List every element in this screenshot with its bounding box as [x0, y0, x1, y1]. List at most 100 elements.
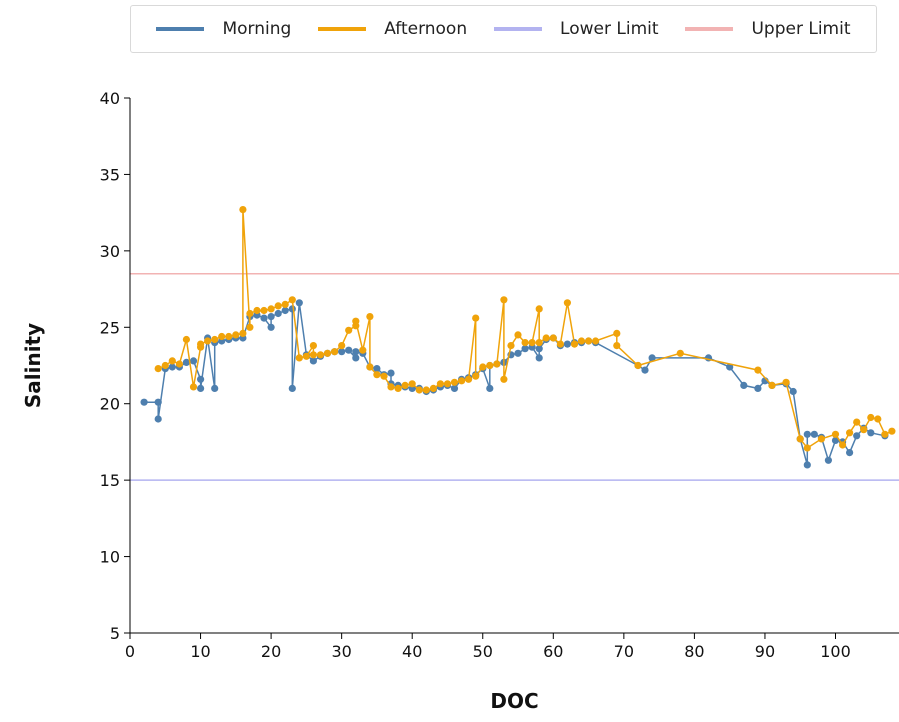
y-tick-label-10: 10	[100, 548, 120, 567]
data-point-afternoon-10	[218, 332, 226, 341]
data-point-afternoon-51	[472, 314, 480, 322]
x-tick-label-80: 80	[684, 642, 704, 661]
legend-item-lower-limit[interactable]: Lower Limit	[494, 19, 659, 39]
data-point-afternoon-12	[232, 331, 240, 339]
data-point-morning-83	[789, 387, 797, 396]
data-point-afternoon-11	[225, 332, 233, 341]
data-point-afternoon-9	[211, 335, 219, 344]
data-point-morning-38	[373, 365, 381, 373]
x-tick-label-50: 50	[473, 642, 493, 661]
data-point-morning-7	[189, 357, 198, 365]
data-point-morning-4	[168, 363, 176, 371]
data-point-afternoon-66	[556, 340, 565, 348]
data-point-afternoon-61	[528, 339, 536, 347]
x-tick-label-100: 100	[820, 642, 851, 661]
data-point-morning-28	[309, 357, 317, 365]
legend-swatch-upper-limit	[685, 27, 734, 31]
data-point-morning-87	[810, 430, 818, 438]
data-point-morning-8	[197, 375, 205, 383]
x-tick-label-40: 40	[402, 642, 422, 661]
data-point-afternoon-17	[253, 306, 261, 315]
legend-label-morning: Morning	[222, 19, 292, 39]
legend-item-upper-limit[interactable]: Upper Limit	[685, 19, 851, 39]
data-point-afternoon-71	[592, 337, 600, 345]
data-point-afternoon-81	[817, 435, 826, 443]
legend-item-afternoon[interactable]: Afternoon	[318, 19, 467, 39]
data-point-afternoon-33	[352, 317, 360, 325]
data-point-afternoon-84	[846, 429, 854, 437]
data-point-afternoon-50	[465, 375, 473, 383]
y-axis-title: Salinity	[21, 323, 45, 408]
data-point-afternoon-0	[154, 365, 162, 373]
data-point-afternoon-19	[267, 305, 275, 313]
data-point-morning-93	[853, 432, 861, 440]
data-point-afternoon-69	[577, 337, 586, 345]
y-tick-label-15: 15	[100, 471, 120, 490]
y-tick-label-20: 20	[100, 395, 120, 414]
axes: 5 10 15 20 25 30 35 40 0 10 20 30 40 50 60 70 80 90 100	[100, 89, 899, 661]
data-point-afternoon-62	[535, 305, 543, 313]
data-point-morning-20	[267, 323, 275, 331]
data-point-morning-19	[260, 314, 268, 322]
data-point-afternoon-13	[239, 329, 247, 337]
x-tick-label-20: 20	[261, 642, 281, 661]
data-point-afternoon-54	[486, 361, 494, 370]
data-point-afternoon-90	[888, 427, 896, 435]
data-point-afternoon-14	[239, 206, 247, 214]
legend-item-morning[interactable]: Morning	[156, 19, 291, 39]
data-point-afternoon-85	[853, 418, 861, 426]
data-point-afternoon-23	[295, 354, 303, 362]
legend-label-upper-limit: Upper Limit	[751, 19, 851, 39]
x-tick-label-60: 60	[543, 642, 563, 661]
data-point-afternoon-74	[634, 361, 642, 370]
data-point-afternoon-21	[281, 300, 289, 308]
data-point-afternoon-31	[345, 326, 353, 334]
data-point-afternoon-4	[182, 335, 190, 344]
series-layer	[140, 206, 896, 469]
data-point-morning-60	[514, 349, 522, 357]
legend-swatch-morning	[156, 27, 205, 31]
data-point-afternoon-70	[585, 337, 593, 345]
data-point-morning-50	[450, 384, 459, 392]
data-point-morning-75	[648, 354, 656, 362]
data-point-morning-0	[140, 398, 148, 406]
data-point-afternoon-77	[768, 381, 776, 389]
data-point-afternoon-28	[323, 349, 332, 357]
data-point-afternoon-48	[450, 378, 459, 386]
data-point-morning-9	[197, 384, 205, 392]
legend-swatch-lower-limit	[494, 27, 543, 31]
data-point-afternoon-2	[168, 357, 176, 365]
legend-swatch-afternoon	[318, 27, 367, 31]
data-point-afternoon-1	[161, 361, 169, 370]
data-point-afternoon-80	[803, 444, 811, 452]
data-point-morning-32	[338, 348, 346, 356]
data-point-afternoon-58	[507, 342, 515, 350]
y-tick-label-25: 25	[100, 318, 120, 337]
data-point-afternoon-52	[472, 372, 480, 380]
data-point-afternoon-42	[408, 380, 416, 388]
data-point-morning-78	[740, 381, 748, 389]
data-point-morning-1	[154, 398, 162, 406]
data-point-morning-89	[824, 456, 833, 464]
data-point-afternoon-7	[197, 340, 205, 348]
data-point-afternoon-20	[274, 302, 282, 310]
legend-label-lower-limit: Lower Limit	[560, 19, 659, 39]
data-point-morning-23	[281, 306, 289, 315]
data-point-afternoon-75	[676, 349, 684, 357]
data-point-afternoon-29	[331, 348, 339, 356]
y-tick-label-5: 5	[110, 624, 120, 643]
series-afternoon	[154, 206, 896, 452]
data-point-morning-21	[267, 313, 275, 321]
data-point-afternoon-18	[260, 306, 268, 315]
data-point-afternoon-26	[309, 351, 317, 359]
data-point-afternoon-65	[549, 334, 557, 342]
data-point-afternoon-83	[839, 441, 847, 449]
x-tick-label-90: 90	[755, 642, 775, 661]
data-point-afternoon-86	[860, 426, 868, 434]
data-point-morning-6	[182, 358, 190, 366]
y-tick-label-35: 35	[100, 165, 120, 184]
reference-lines	[130, 273, 899, 481]
data-point-afternoon-5	[189, 383, 198, 391]
data-point-afternoon-46	[436, 380, 444, 388]
